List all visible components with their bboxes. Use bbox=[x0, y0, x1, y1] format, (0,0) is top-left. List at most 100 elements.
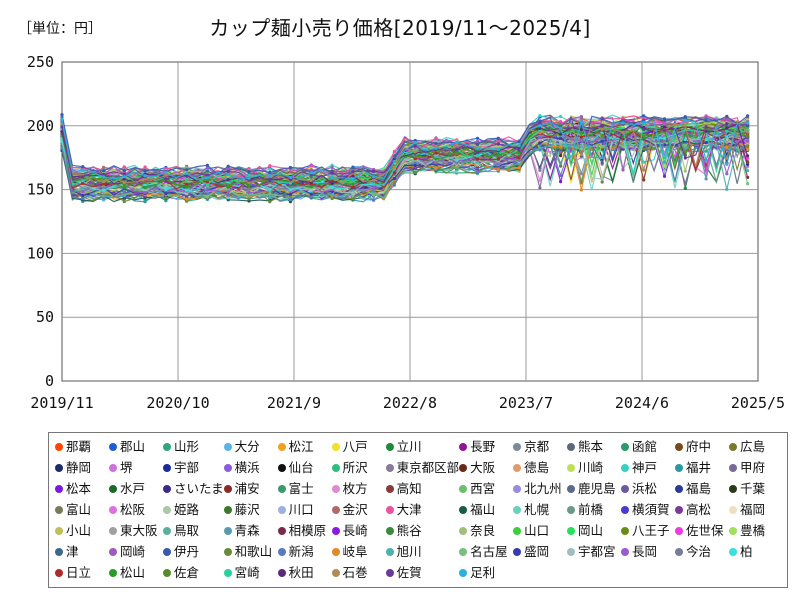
legend-label: 豊橋 bbox=[740, 523, 766, 538]
legend-label: 松阪 bbox=[119, 502, 145, 517]
series-point bbox=[164, 199, 168, 203]
legend-label: 奈良 bbox=[470, 523, 496, 538]
legend-label: 佐倉 bbox=[173, 565, 199, 580]
series-point bbox=[434, 146, 438, 150]
legend-marker-icon bbox=[108, 464, 117, 472]
series-point bbox=[683, 169, 687, 173]
series-point bbox=[122, 177, 126, 181]
series-point bbox=[517, 148, 521, 152]
series-point bbox=[268, 195, 272, 200]
legend-marker-icon bbox=[459, 506, 468, 514]
series-point bbox=[81, 165, 85, 169]
legend-marker-icon bbox=[162, 443, 171, 451]
legend-label: 山口 bbox=[524, 523, 550, 538]
chart-title: カップ麺小売り価格[2019/11～2025/4] bbox=[209, 16, 591, 40]
series-point bbox=[559, 132, 563, 136]
series-point bbox=[746, 161, 750, 165]
series-point bbox=[413, 170, 417, 175]
legend-marker-icon bbox=[621, 548, 630, 556]
series-point bbox=[185, 185, 189, 189]
series-point bbox=[517, 144, 521, 148]
series-point bbox=[247, 187, 251, 191]
legend-item: 横浜 bbox=[223, 459, 278, 477]
legend-item: 大分 bbox=[223, 438, 278, 456]
legend-item: 東京都区部 bbox=[385, 459, 459, 477]
series-point bbox=[247, 191, 251, 195]
legend: 那覇 郡山 山形 大分 松江 八戸 立川 長野 京都 熊本 函館 府中 広島 静岡 堺 宇部 横浜 仙台 所沢 東京都… bbox=[48, 432, 788, 588]
series-point bbox=[288, 197, 293, 201]
series-point bbox=[122, 194, 126, 198]
series-point bbox=[330, 193, 334, 197]
series-point bbox=[205, 183, 209, 187]
legend-marker-icon bbox=[729, 485, 737, 493]
legend-label: 郡山 bbox=[119, 439, 145, 454]
series-point bbox=[122, 200, 126, 204]
series-point bbox=[413, 161, 417, 165]
series-point bbox=[683, 149, 687, 153]
y-tick-label: 100 bbox=[27, 244, 54, 262]
series-point bbox=[143, 200, 147, 204]
legend-label: 大分 bbox=[234, 439, 260, 454]
series-point bbox=[746, 182, 750, 186]
legend-item: 新潟 bbox=[277, 543, 332, 561]
legend-marker-icon bbox=[223, 485, 232, 493]
series-point bbox=[704, 125, 708, 129]
series-point bbox=[455, 166, 459, 170]
legend-item: 松江 bbox=[277, 438, 332, 456]
series-point bbox=[268, 177, 272, 182]
legend-label: 熊谷 bbox=[396, 523, 422, 538]
series-point bbox=[81, 175, 85, 179]
legend-label: 津 bbox=[66, 544, 79, 559]
legend-item: 佐倉 bbox=[162, 564, 224, 582]
legend-marker-icon bbox=[162, 464, 171, 472]
legend-label: 北九州 bbox=[524, 481, 562, 496]
legend-item: 津 bbox=[55, 543, 109, 561]
series-point bbox=[600, 133, 604, 137]
y-tick-label: 0 bbox=[45, 372, 54, 390]
legend-label: 西宮 bbox=[470, 481, 496, 496]
series-point bbox=[746, 169, 750, 173]
legend-marker-icon bbox=[729, 548, 737, 556]
series-point bbox=[351, 174, 355, 178]
series-point bbox=[413, 141, 417, 145]
series-point bbox=[143, 169, 147, 173]
legend-label: 横浜 bbox=[234, 460, 260, 475]
series-point bbox=[143, 191, 147, 195]
legend-item: 西宮 bbox=[459, 480, 513, 498]
legend-label: 徳島 bbox=[524, 460, 550, 475]
series-point bbox=[559, 173, 563, 178]
series-point bbox=[683, 124, 687, 128]
legend-item: 堺 bbox=[108, 459, 163, 477]
legend-marker-icon bbox=[385, 485, 394, 493]
series-point bbox=[475, 139, 480, 143]
legend-label: 足利 bbox=[470, 565, 496, 580]
legend-item: 宇都宮 bbox=[567, 543, 621, 561]
legend-label: 川口 bbox=[288, 502, 314, 517]
series-point bbox=[725, 148, 729, 152]
series-point bbox=[621, 145, 625, 149]
series-point bbox=[704, 145, 708, 149]
legend-marker-icon bbox=[331, 527, 340, 535]
series-point bbox=[143, 174, 147, 178]
series-point bbox=[725, 126, 729, 130]
legend-marker-icon bbox=[675, 443, 684, 451]
legend-label: 熊本 bbox=[578, 439, 604, 454]
series-point bbox=[725, 122, 729, 126]
legend-marker-icon bbox=[567, 506, 576, 514]
series-point bbox=[81, 190, 85, 194]
series-point bbox=[372, 178, 376, 182]
series-point bbox=[579, 147, 584, 151]
legend-marker-icon bbox=[513, 506, 522, 514]
series-point bbox=[538, 131, 542, 135]
series-point bbox=[205, 163, 209, 167]
series-point bbox=[725, 162, 729, 166]
legend-item: 松阪 bbox=[108, 501, 163, 519]
series-point bbox=[621, 135, 625, 139]
series-point bbox=[538, 168, 542, 172]
legend-label: 岡山 bbox=[578, 523, 604, 538]
legend-marker-icon bbox=[459, 548, 468, 556]
legend-marker-icon bbox=[513, 464, 522, 472]
series-point bbox=[746, 147, 750, 151]
legend-marker-icon bbox=[223, 527, 232, 535]
legend-label: 青森 bbox=[234, 523, 260, 538]
